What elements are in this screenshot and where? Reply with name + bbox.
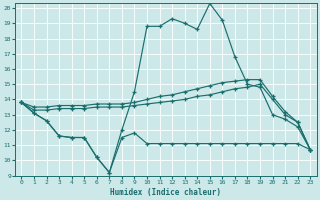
X-axis label: Humidex (Indice chaleur): Humidex (Indice chaleur) — [110, 188, 221, 197]
